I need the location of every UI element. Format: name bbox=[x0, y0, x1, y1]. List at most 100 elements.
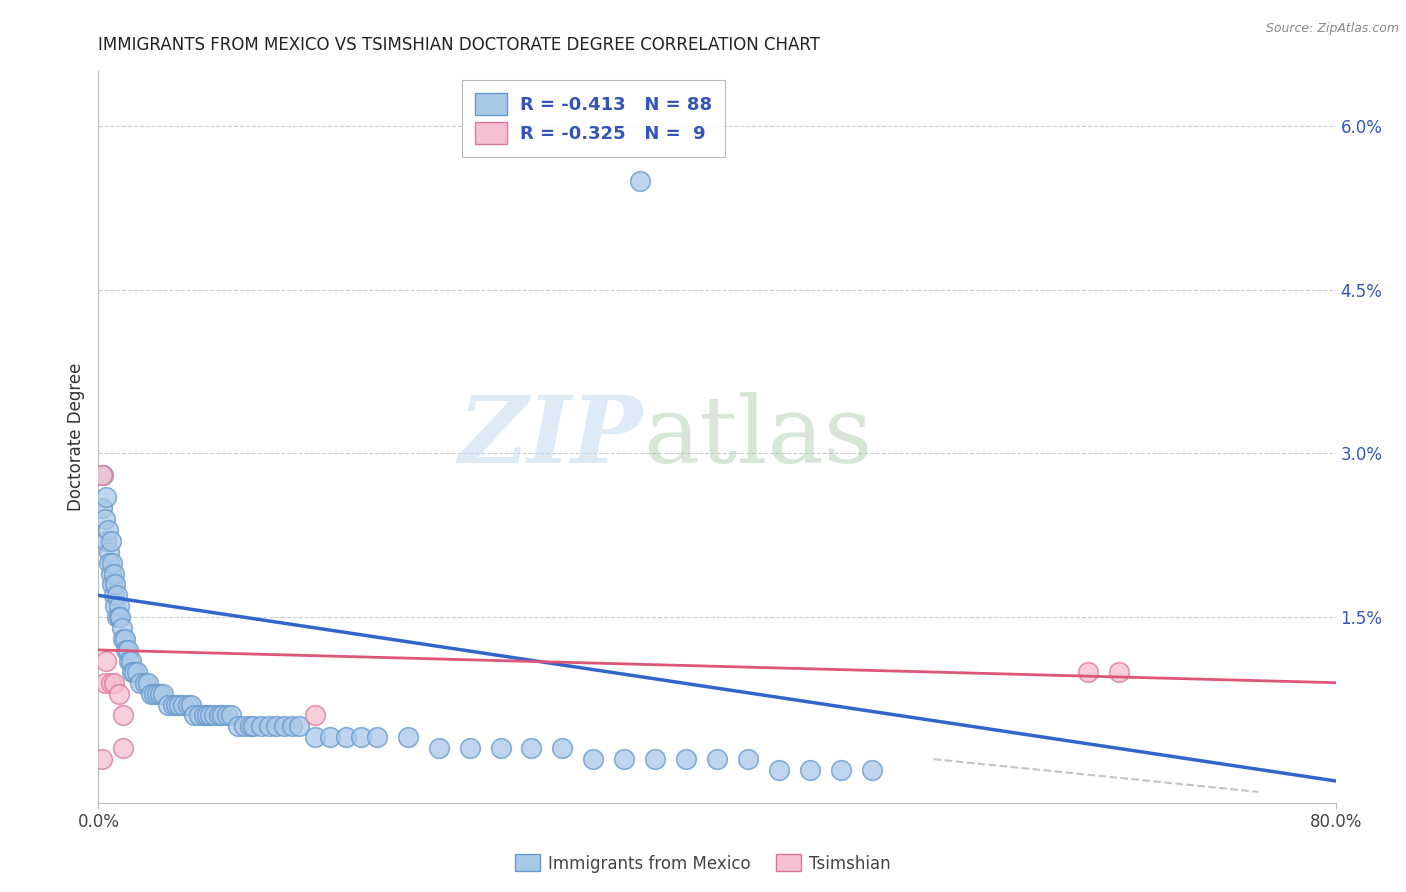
Point bbox=[183, 708, 205, 723]
Point bbox=[122, 665, 145, 679]
Point bbox=[396, 731, 419, 745]
Point bbox=[208, 708, 231, 723]
Point bbox=[101, 556, 124, 570]
Point bbox=[675, 752, 697, 766]
Point bbox=[830, 763, 852, 777]
Point bbox=[96, 654, 118, 668]
Point bbox=[117, 643, 139, 657]
Point bbox=[366, 731, 388, 745]
Point bbox=[97, 523, 120, 537]
Point bbox=[582, 752, 605, 766]
Point bbox=[273, 719, 295, 733]
Point bbox=[96, 490, 118, 504]
Point bbox=[90, 501, 112, 516]
Point bbox=[167, 698, 190, 712]
Point bbox=[105, 610, 128, 624]
Point bbox=[107, 610, 129, 624]
Point bbox=[103, 588, 125, 602]
Point bbox=[211, 708, 233, 723]
Point bbox=[90, 752, 112, 766]
Point bbox=[644, 752, 666, 766]
Text: ZIP: ZIP bbox=[458, 392, 643, 482]
Point bbox=[860, 763, 883, 777]
Point bbox=[96, 533, 118, 548]
Point bbox=[111, 621, 134, 635]
Point bbox=[100, 675, 122, 690]
Point bbox=[152, 687, 174, 701]
Point bbox=[1077, 665, 1099, 679]
Point bbox=[427, 741, 450, 756]
Point bbox=[177, 698, 200, 712]
Text: IMMIGRANTS FROM MEXICO VS TSIMSHIAN DOCTORATE DEGREE CORRELATION CHART: IMMIGRANTS FROM MEXICO VS TSIMSHIAN DOCT… bbox=[98, 36, 821, 54]
Point bbox=[335, 731, 357, 745]
Point bbox=[737, 752, 759, 766]
Point bbox=[173, 698, 195, 712]
Point bbox=[520, 741, 543, 756]
Point bbox=[319, 731, 342, 745]
Legend: R = -0.413   N = 88, R = -0.325   N =  9: R = -0.413 N = 88, R = -0.325 N = 9 bbox=[463, 80, 724, 157]
Point bbox=[93, 675, 115, 690]
Point bbox=[149, 687, 172, 701]
Point bbox=[107, 599, 129, 614]
Point bbox=[232, 719, 254, 733]
Y-axis label: Doctorate Degree: Doctorate Degree bbox=[66, 363, 84, 511]
Point bbox=[108, 610, 131, 624]
Point bbox=[162, 698, 184, 712]
Point bbox=[91, 468, 114, 483]
Point bbox=[799, 763, 821, 777]
Point bbox=[90, 468, 112, 483]
Point bbox=[193, 708, 215, 723]
Point bbox=[104, 577, 127, 591]
Point bbox=[489, 741, 512, 756]
Point bbox=[281, 719, 304, 733]
Point bbox=[103, 566, 125, 581]
Point bbox=[103, 675, 125, 690]
Point bbox=[139, 687, 162, 701]
Point bbox=[120, 654, 142, 668]
Point bbox=[112, 632, 135, 646]
Point bbox=[768, 763, 790, 777]
Point bbox=[239, 719, 262, 733]
Point bbox=[112, 741, 135, 756]
Point bbox=[134, 675, 156, 690]
Point bbox=[250, 719, 273, 733]
Point bbox=[157, 698, 180, 712]
Point bbox=[180, 698, 202, 712]
Point bbox=[107, 687, 129, 701]
Point bbox=[304, 731, 326, 745]
Point bbox=[221, 708, 243, 723]
Point bbox=[242, 719, 264, 733]
Point bbox=[104, 599, 127, 614]
Point bbox=[551, 741, 574, 756]
Point bbox=[143, 687, 166, 701]
Point bbox=[100, 533, 122, 548]
Point bbox=[198, 708, 221, 723]
Point bbox=[204, 708, 226, 723]
Point bbox=[304, 708, 326, 723]
Point bbox=[114, 632, 136, 646]
Point bbox=[115, 643, 138, 657]
Point bbox=[266, 719, 288, 733]
Point bbox=[100, 566, 122, 581]
Point bbox=[112, 708, 135, 723]
Point bbox=[101, 577, 124, 591]
Point bbox=[458, 741, 481, 756]
Point bbox=[706, 752, 728, 766]
Point bbox=[188, 708, 211, 723]
Point bbox=[288, 719, 311, 733]
Point bbox=[195, 708, 218, 723]
Point bbox=[226, 719, 249, 733]
Point bbox=[118, 654, 141, 668]
Legend: Immigrants from Mexico, Tsimshian: Immigrants from Mexico, Tsimshian bbox=[509, 847, 897, 880]
Point bbox=[98, 545, 121, 559]
Point bbox=[121, 665, 143, 679]
Text: atlas: atlas bbox=[643, 392, 872, 482]
Point bbox=[257, 719, 280, 733]
Point bbox=[1108, 665, 1130, 679]
Point bbox=[165, 698, 187, 712]
Point bbox=[129, 675, 152, 690]
Point bbox=[613, 752, 636, 766]
Point bbox=[105, 588, 128, 602]
Text: Source: ZipAtlas.com: Source: ZipAtlas.com bbox=[1265, 22, 1399, 36]
Point bbox=[350, 731, 373, 745]
